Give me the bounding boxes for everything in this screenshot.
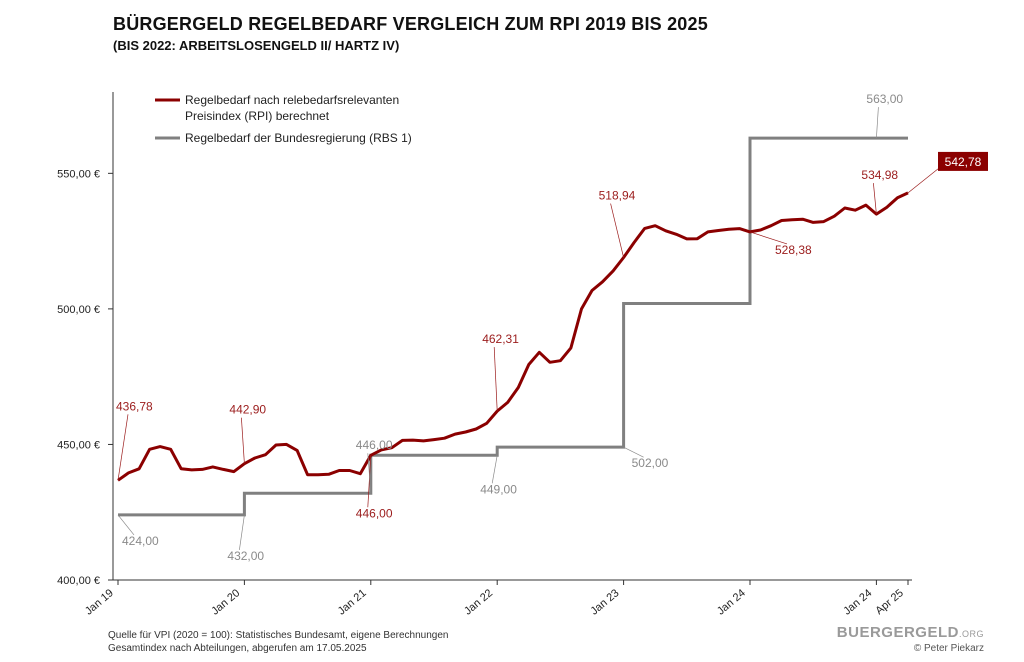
data-label: 446,00 — [356, 506, 393, 520]
annotation-leader-line — [367, 455, 372, 508]
highlight-box — [938, 151, 988, 171]
data-label: 436,78 — [116, 399, 153, 413]
data-label: 449,00 — [480, 482, 517, 496]
x-tick-label: Jan 21 — [336, 587, 369, 617]
annotation-leader-line — [367, 453, 372, 494]
source-date-note: Gesamtindex nach Abteilungen, abgerufen … — [108, 643, 367, 654]
annotation-leader-line — [623, 446, 644, 458]
annotation-leader-line — [876, 107, 879, 139]
source-note: Quelle für VPI (2020 = 100): Statistisch… — [108, 630, 449, 641]
y-tick-label: 500,00 € — [57, 304, 100, 316]
x-tick-label: Jan 24 — [841, 587, 874, 617]
annotation-leader-line — [493, 347, 498, 412]
x-tick-label: Jan 22 — [462, 587, 495, 617]
data-label: 446,00 — [356, 438, 393, 452]
annotation-leader-line — [117, 414, 129, 481]
annotation-leader-line — [491, 455, 498, 484]
annotation-leader-line — [610, 203, 624, 258]
data-label: 502,00 — [632, 456, 669, 470]
x-tick-label: Jan 20 — [209, 587, 242, 617]
legend-label: Regelbedarf nach relebedarfsrelevanten — [185, 93, 399, 107]
data-label: 432,00 — [227, 549, 264, 563]
data-label: 518,94 — [599, 189, 636, 203]
x-tick-label: Jan 23 — [589, 587, 622, 617]
chart-subtitle: (BIS 2022: ARBEITSLOSENGELD II/ HARTZ IV… — [113, 38, 400, 53]
x-tick-label: Jan 19 — [83, 587, 116, 617]
annotation-leader-line — [873, 183, 877, 215]
annotation-leader-line — [749, 231, 788, 245]
x-tick-label: Jan 24 — [715, 587, 748, 617]
author-credit: © Peter Piekarz — [913, 643, 984, 654]
annotation-leader-line — [239, 514, 245, 550]
data-label: 534,98 — [861, 168, 898, 182]
annotation-leader-line — [241, 417, 245, 464]
legend-label: Regelbedarf der Bundesregierung (RBS 1) — [185, 131, 412, 145]
y-tick-label: 450,00 € — [57, 439, 100, 451]
brand-logo[interactable]: BUERGERGELD.ORG — [836, 624, 984, 641]
annotation-leader-line — [117, 514, 135, 536]
data-label: 542,78 — [945, 155, 982, 169]
data-label: 528,38 — [775, 243, 812, 257]
x-tick-label: Apr 25 — [873, 587, 906, 617]
chart-title: BÜRGERGELD REGELBEDARF VERGLEICH ZUM RPI… — [113, 14, 708, 34]
rpi-series-line — [117, 191, 909, 482]
data-label: 563,00 — [866, 92, 903, 106]
legend-label: Preisindex (RPI) berechnet — [185, 109, 330, 123]
data-label: 442,90 — [229, 403, 266, 417]
annotation-leader-line — [907, 168, 939, 194]
data-label: 462,31 — [482, 332, 519, 346]
y-tick-label: 400,00 € — [57, 575, 100, 587]
rbs-series-line — [118, 136, 908, 517]
y-tick-label: 550,00 € — [57, 168, 100, 180]
data-label: 424,00 — [122, 534, 159, 548]
